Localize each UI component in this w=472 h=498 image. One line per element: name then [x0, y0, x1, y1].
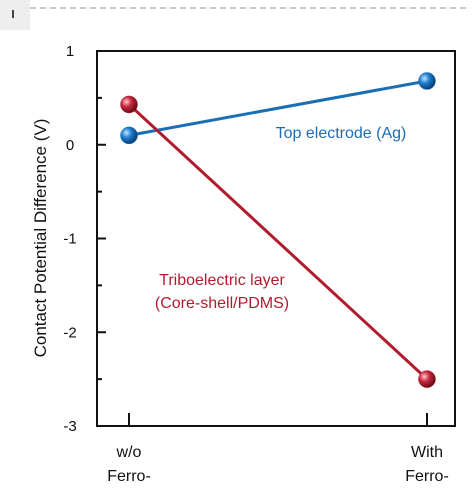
series-label: Top electrode (Ag)	[276, 125, 407, 142]
y-tick-label: 1	[66, 43, 74, 60]
series-label: (Core-shell/PDMS)	[155, 295, 289, 312]
corner-block	[0, 0, 30, 30]
data-point	[418, 370, 436, 388]
x-tick-label: Ferro-	[405, 468, 449, 485]
x-axis: w/o Ferro- With Ferro-	[107, 413, 449, 485]
y-tick-label: 0	[66, 137, 74, 154]
y-tick-label: -3	[63, 418, 76, 435]
top-border-strip	[0, 0, 472, 30]
y-tick-label: -2	[63, 324, 76, 341]
series-label: Triboelectric layer	[159, 272, 285, 289]
series-0: Top electrode (Ag)	[120, 72, 436, 145]
x-tick-label: w/o	[116, 444, 142, 461]
x-tick-label: Ferro-	[107, 468, 151, 485]
y-axis-title: Contact Potential Difference (V)	[31, 119, 50, 358]
x-tick-label: With	[411, 444, 443, 461]
data-point	[120, 95, 138, 114]
series-layer: Top electrode (Ag) Triboelectric layer (Co…	[120, 72, 436, 388]
dashed-border	[30, 7, 466, 9]
corner-tick	[12, 10, 14, 18]
series-1: Triboelectric layer (Core-shell/PDMS)	[120, 95, 436, 388]
series-line	[128, 79, 428, 137]
y-tick-label: -1	[63, 231, 76, 248]
series-line	[127, 103, 429, 381]
data-point	[418, 72, 436, 90]
data-point	[120, 126, 138, 145]
y-axis: 1 0 -1 -2 -3	[63, 43, 106, 435]
